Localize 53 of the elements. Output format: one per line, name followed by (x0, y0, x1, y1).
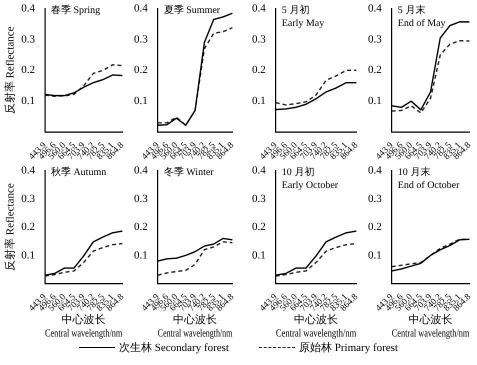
y-tick-label: 0.1 (368, 249, 382, 262)
y-tick-label: 0.4 (21, 164, 36, 176)
y-tick-label: 0.1 (134, 95, 148, 108)
legend-label: 原始林 Primary forest (299, 341, 398, 355)
y-tick-label: 0.3 (368, 192, 382, 205)
line-series (44, 242, 124, 277)
y-tick-label: 0.2 (134, 221, 148, 234)
chart-title: 10 月初 Early October (282, 166, 339, 192)
chart-title: 5 月末 End of May (398, 4, 446, 30)
y-tick-label: 0.3 (21, 33, 36, 46)
y-axis-title: 反射率 Reflectance (3, 26, 16, 114)
x-axis-title: 中心波长 Central wavelength/nm (392, 313, 470, 340)
y-tick-label: 0.2 (368, 221, 382, 234)
line-series (44, 64, 124, 97)
line-series (391, 40, 470, 114)
y-tick-label: 0.1 (21, 95, 35, 108)
y-tick-label: 0.1 (21, 249, 35, 262)
y-tick-label: 0.3 (252, 192, 266, 205)
y-tick-label: 0.4 (134, 164, 148, 176)
chart-title: 5 月初 Early May (282, 4, 324, 30)
y-tick-label: 0.2 (252, 221, 266, 234)
y-tick-label: 0.2 (21, 64, 35, 76)
legend-label: 次生林 Secondary forest (119, 341, 229, 355)
y-tick-label: 0.1 (252, 249, 266, 262)
y-tick-label: 0.3 (21, 192, 36, 205)
y-tick-label: 0.1 (252, 95, 266, 108)
chart-title: 秋季 Autumn (50, 166, 106, 178)
y-tick-label: 0.3 (134, 33, 148, 46)
y-tick-label: 0.4 (134, 2, 148, 14)
line-series (157, 241, 234, 276)
y-tick-label: 0.4 (252, 164, 266, 176)
y-tick-label: 0.1 (134, 249, 148, 262)
y-tick-label: 0.4 (368, 2, 382, 14)
x-axis-title: 中心波长 Central wavelength/nm (158, 313, 233, 340)
y-tick-label: 0.3 (252, 33, 266, 46)
chart-title: 春季 Spring (50, 4, 100, 16)
y-tick-label: 0.3 (368, 33, 382, 46)
y-tick-label: 0.2 (252, 64, 266, 76)
y-tick-label: 0.2 (368, 64, 382, 76)
y-tick-label: 0.2 (21, 221, 35, 234)
x-axis-title: 中心波长 Central wavelength/nm (45, 313, 123, 340)
y-tick-label: 0.4 (252, 2, 266, 14)
chart-title: 10 月末 End of October (398, 166, 460, 192)
x-axis-title: 中心波长 Central wavelength/nm (276, 313, 357, 340)
y-tick-label: 0.2 (134, 64, 148, 76)
y-tick-label: 0.4 (21, 2, 36, 14)
y-tick-label: 0.3 (134, 192, 148, 205)
line-series (275, 70, 358, 106)
chart-title: 冬季 Winter (164, 166, 214, 178)
y-tick-label: 0.1 (368, 95, 382, 108)
chart-title: 夏季 Summer (164, 4, 221, 16)
y-tick-label: 0.4 (368, 164, 382, 176)
y-axis-title: 反射率 Reflectance (3, 183, 16, 271)
